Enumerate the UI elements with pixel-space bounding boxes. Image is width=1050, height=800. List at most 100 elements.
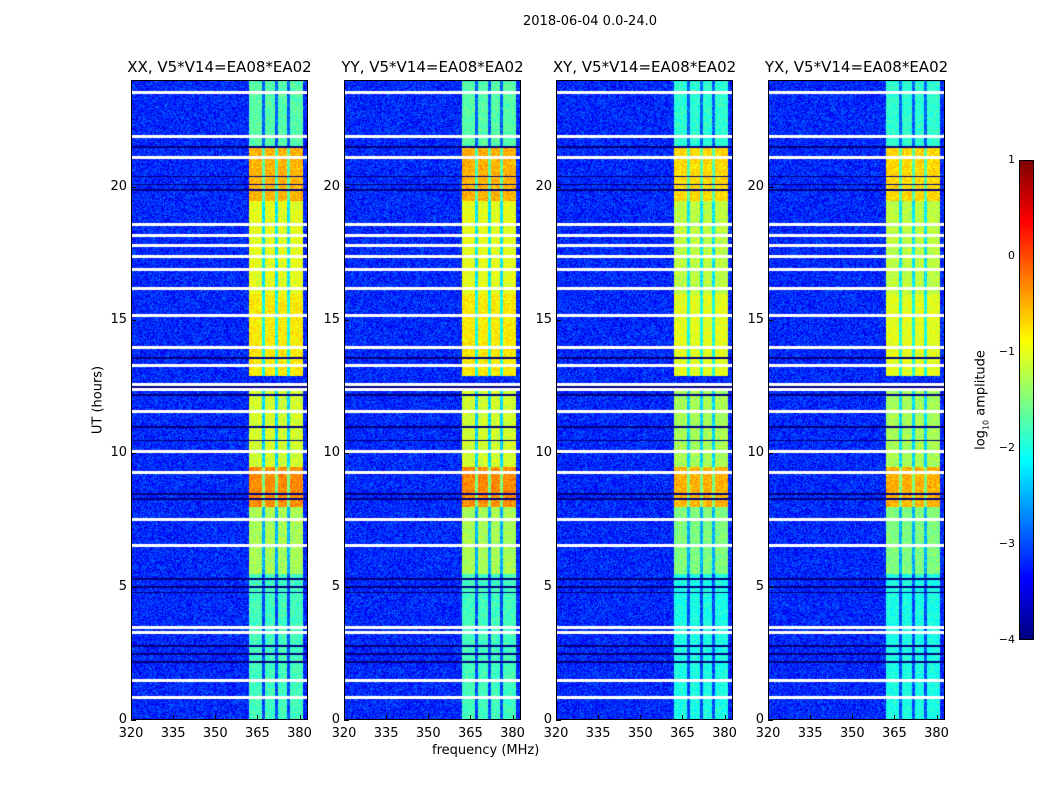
x-axis-label: frequency (MHz) <box>432 743 540 758</box>
x-tick-label: 335 <box>585 726 611 741</box>
y-tick-label: 0 <box>331 712 340 727</box>
x-tick-label: 320 <box>118 726 144 741</box>
x-tick-mark <box>257 715 259 720</box>
y-tick-mark <box>131 186 136 188</box>
spectrogram-panel-xx: XX, V5*V14=EA08*EA02 320 335 350 365 380 0 5 10 1… <box>110 58 312 741</box>
x-tick-mark <box>640 715 642 720</box>
x-tick-label: 365 <box>670 726 695 741</box>
colorbar <box>1019 160 1034 640</box>
x-tick-mark <box>215 715 217 720</box>
heatmap-image <box>556 80 733 720</box>
x-tick-label: 365 <box>882 726 907 741</box>
x-tick-label: 320 <box>543 726 569 741</box>
y-tick-mark <box>556 586 561 588</box>
x-tick-label: 365 <box>458 726 483 741</box>
y-tick-label: 5 <box>543 578 552 594</box>
x-tick-mark <box>894 715 896 720</box>
panel-title: XY, V5*V14=EA08*EA02 <box>552 58 737 76</box>
y-tick-mark <box>344 186 349 188</box>
heatmap-image <box>344 80 521 720</box>
x-tick-label: 350 <box>627 726 653 741</box>
x-tick-label: 380 <box>924 726 949 741</box>
colorbar-tick-label: −4 <box>998 633 1015 646</box>
x-tick-label: 365 <box>245 726 270 741</box>
axes-frame <box>768 80 945 720</box>
y-tick-mark <box>344 586 349 588</box>
y-tick-mark <box>556 186 561 188</box>
y-tick-label: 5 <box>118 578 127 594</box>
spectrogram-panel-xy: XY, V5*V14=EA08*EA02 320 335 350 365 380 0 5 10 1… <box>535 58 737 741</box>
y-tick-mark <box>556 453 561 455</box>
colorbar-tick-label: 1 <box>1008 153 1015 166</box>
x-tick-label: 350 <box>839 726 865 741</box>
panel-title: YX, V5*V14=EA08*EA02 <box>764 58 949 76</box>
y-tick-label: 10 <box>747 445 764 461</box>
y-tick-label: 10 <box>323 445 340 461</box>
x-tick-label: 335 <box>160 726 186 741</box>
colorbar-tick-label: 0 <box>1008 249 1015 262</box>
x-tick-mark <box>512 715 514 720</box>
y-tick-label: 15 <box>535 312 552 327</box>
x-tick-mark <box>299 715 301 720</box>
spectrogram-panel-yx: YX, V5*V14=EA08*EA02 320 335 350 365 380 0 5 10 1… <box>747 58 949 741</box>
x-tick-label: 350 <box>202 726 228 741</box>
y-tick-mark <box>344 320 349 321</box>
x-tick-mark <box>810 715 812 720</box>
x-tick-mark <box>598 715 600 720</box>
panel-title: XX, V5*V14=EA08*EA02 <box>127 58 312 76</box>
y-tick-label: 20 <box>535 178 552 194</box>
y-tick-mark <box>344 720 349 721</box>
y-tick-mark <box>131 586 136 588</box>
y-tick-label: 5 <box>755 578 764 594</box>
y-tick-label: 15 <box>323 312 340 327</box>
colorbar-tick-label: −2 <box>998 441 1015 454</box>
y-tick-label: 0 <box>755 712 764 727</box>
spectrogram-panel-yy: YY, V5*V14=EA08*EA02 320 335 350 365 380 0 5 10 1… <box>323 58 525 741</box>
y-axis-label: UT (hours) <box>90 365 106 435</box>
y-tick-mark <box>344 453 349 455</box>
x-tick-label: 335 <box>797 726 823 741</box>
x-tick-mark <box>852 715 854 720</box>
x-tick-mark <box>173 715 175 720</box>
y-tick-label: 20 <box>323 178 340 194</box>
y-tick-mark <box>556 320 561 321</box>
heatmap-image <box>131 80 308 720</box>
y-tick-label: 5 <box>331 578 340 594</box>
colorbar-label: log10 amplitude <box>973 350 991 450</box>
colorbar-tick-label: −3 <box>998 537 1015 550</box>
x-tick-mark <box>470 715 472 720</box>
x-tick-label: 380 <box>712 726 737 741</box>
axes-frame <box>344 80 521 720</box>
x-tick-label: 320 <box>755 726 781 741</box>
x-tick-mark <box>768 715 769 720</box>
y-tick-mark <box>768 720 773 721</box>
x-tick-label: 320 <box>331 726 357 741</box>
x-tick-mark <box>386 715 388 720</box>
axes-frame <box>131 80 308 720</box>
x-tick-mark <box>131 715 132 720</box>
y-tick-label: 0 <box>118 712 127 727</box>
y-tick-mark <box>556 720 561 721</box>
y-tick-mark <box>768 453 773 455</box>
y-tick-label: 0 <box>543 712 552 727</box>
y-tick-label: 10 <box>110 445 127 461</box>
y-tick-label: 20 <box>110 178 127 194</box>
panel-title: YY, V5*V14=EA08*EA02 <box>341 58 524 76</box>
x-tick-mark <box>936 715 938 720</box>
figure-title: 2018-06-04 0.0-24.0 <box>523 14 657 29</box>
x-tick-mark <box>682 715 684 720</box>
y-tick-label: 20 <box>747 178 764 194</box>
heatmap-image <box>768 80 945 720</box>
y-tick-mark <box>131 320 136 321</box>
x-tick-label: 350 <box>415 726 441 741</box>
x-tick-label: 380 <box>500 726 525 741</box>
y-tick-mark <box>768 586 773 588</box>
y-tick-mark <box>768 186 773 188</box>
x-tick-label: 335 <box>373 726 399 741</box>
y-tick-mark <box>131 720 136 721</box>
x-tick-mark <box>428 715 430 720</box>
y-tick-label: 15 <box>747 312 764 327</box>
y-tick-label: 10 <box>535 445 552 461</box>
x-tick-mark <box>556 715 557 720</box>
